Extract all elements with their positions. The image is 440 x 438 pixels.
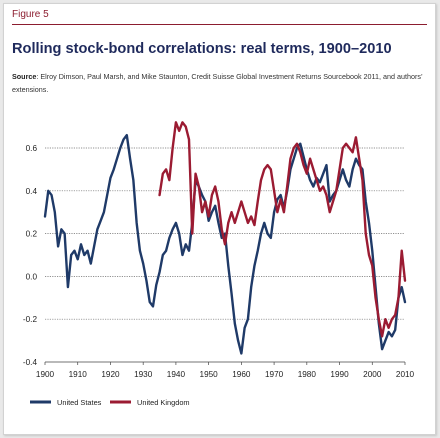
figure-header: Figure 5 — [4, 4, 435, 26]
x-tick-label: 2000 — [363, 370, 382, 379]
source-label: Source — [12, 72, 37, 81]
legend: United States United Kingdom — [30, 398, 190, 407]
x-tick-label: 1990 — [330, 370, 349, 379]
legend-label: United Kingdom — [137, 398, 190, 407]
chart-title: Rolling stock-bond correlations: real te… — [12, 41, 392, 57]
y-tick-label: 0.4 — [26, 187, 38, 196]
legend-label: United States — [57, 398, 102, 407]
x-tick-label: 2010 — [396, 370, 415, 379]
x-tick-label: 1900 — [36, 370, 55, 379]
series-line-us — [43, 133, 407, 355]
y-tick-label: -0.4 — [23, 358, 38, 367]
x-tick-label: 1910 — [69, 370, 88, 379]
x-tick-label: 1940 — [167, 370, 186, 379]
x-tick-label: 1920 — [101, 370, 120, 379]
source-note: Source: Elroy Dimson, Paul Marsh, and Mi… — [12, 71, 424, 96]
y-tick-label: 0.6 — [26, 144, 38, 153]
y-tick-label: 0.0 — [26, 272, 38, 281]
x-tick-label: 1970 — [265, 370, 284, 379]
figure-label: Figure 5 — [12, 9, 49, 20]
x-axis: 1900 1910 1920 1930 1940 1950 1960 1970 1980 1990… — [36, 361, 415, 379]
y-tick-label: -0.2 — [23, 315, 38, 324]
series-lines — [43, 121, 407, 355]
x-tick-label: 1930 — [134, 370, 153, 379]
figure-rule — [12, 24, 427, 25]
x-tick-label: 1980 — [298, 370, 317, 379]
series-line-uk — [158, 121, 407, 338]
source-text: : Elroy Dimson, Paul Marsh, and Mike Sta… — [12, 72, 423, 94]
y-tick-label: 0.2 — [26, 230, 38, 239]
x-tick-label: 1960 — [232, 370, 251, 379]
y-axis: -0.4 -0.2 0.0 0.2 0.4 0.6 — [23, 144, 38, 367]
x-tick-label: 1950 — [200, 370, 219, 379]
